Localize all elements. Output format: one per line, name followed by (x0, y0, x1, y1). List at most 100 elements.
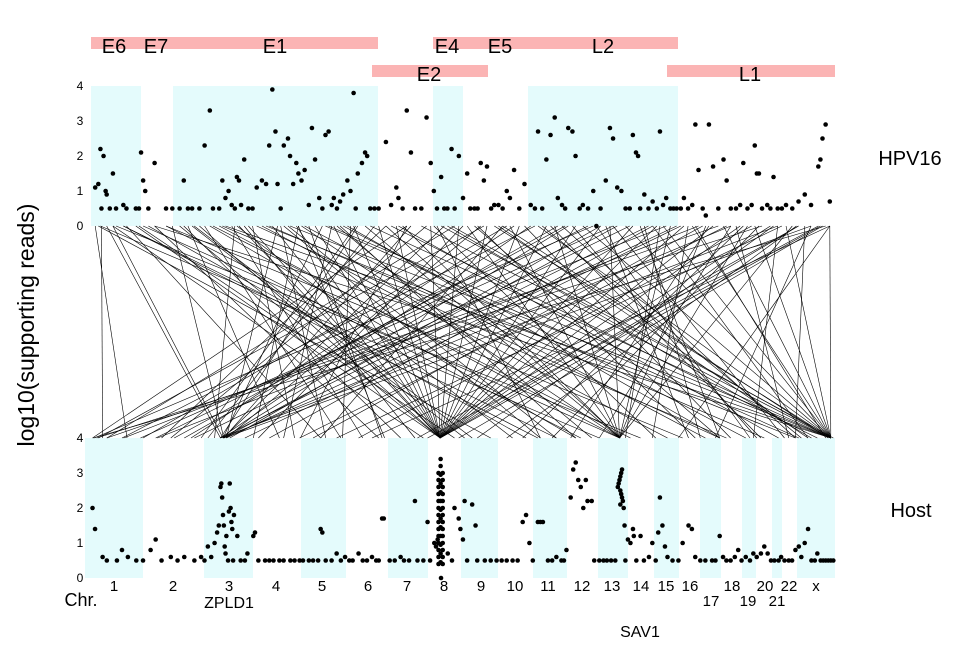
integration-link (296, 225, 441, 439)
host-point (440, 498, 446, 504)
integration-link (236, 225, 513, 439)
host-point (440, 540, 446, 546)
hpv-point (226, 188, 231, 194)
hpv-point (98, 146, 103, 152)
hpv-point (163, 206, 169, 211)
integration-link (795, 225, 806, 439)
hpv-point (345, 178, 350, 183)
hpv-point (642, 192, 647, 197)
integration-link (498, 225, 809, 439)
host-point (216, 523, 222, 528)
host-point (660, 523, 665, 528)
integration-link (619, 225, 748, 439)
host-point (438, 551, 443, 556)
host-point (561, 558, 567, 563)
integration-link (199, 225, 441, 439)
hpv-point (312, 157, 318, 162)
host-point (612, 558, 618, 563)
host-point (181, 554, 187, 560)
host-point (728, 558, 733, 563)
host-point (228, 505, 233, 511)
host-point (231, 512, 237, 518)
hpv-point (590, 188, 596, 194)
y-tick-host: 1 (77, 536, 84, 550)
hpv-point (254, 185, 260, 190)
host-point (499, 558, 504, 563)
hpv-point (181, 178, 187, 183)
host-point (608, 558, 614, 563)
hpv-point (355, 171, 361, 176)
integration-link (639, 225, 720, 439)
hpv-point (802, 192, 808, 197)
host-point (620, 498, 626, 504)
host-point (277, 558, 282, 563)
hpv-point (548, 132, 553, 138)
hpv-point (431, 188, 437, 194)
hpv-point (185, 206, 191, 211)
y-tick-hpv: 3 (77, 114, 84, 128)
hpv-point (657, 129, 663, 134)
integration-link (427, 225, 819, 439)
hpv-point (580, 202, 586, 208)
host-point (618, 502, 623, 507)
integration-link (222, 225, 731, 439)
hpv-point (598, 206, 603, 211)
host-point (831, 558, 836, 563)
y-axis-ticks: 0 0 1 1 2 2 3 3 4 4 (77, 79, 84, 585)
integration-link (207, 225, 375, 439)
integration-link (226, 225, 677, 439)
host-point (212, 540, 217, 546)
hpv-point (585, 206, 591, 211)
hpv-point (635, 153, 641, 159)
hpv-point (468, 206, 473, 211)
host-point (520, 519, 525, 525)
integration-link (100, 225, 600, 439)
integration-link (625, 225, 832, 439)
hpv-point (113, 206, 119, 211)
chr-label: 7 (403, 578, 411, 595)
host-point (440, 547, 446, 553)
hpv-point (565, 125, 571, 131)
hpv-point (246, 206, 251, 211)
chr-label: 20 (757, 578, 774, 595)
host-point (148, 547, 153, 553)
host-point (631, 533, 637, 539)
hpv-point (331, 195, 337, 201)
hpv-point (362, 150, 368, 155)
y-tick-host: 4 (77, 431, 84, 445)
host-point (793, 547, 798, 553)
hpv-point (818, 157, 823, 162)
integration-link (582, 225, 831, 439)
hpv-point (768, 206, 773, 211)
host-point (440, 505, 446, 511)
hpv-point (351, 90, 356, 96)
host-point (680, 540, 685, 546)
host-shade (772, 438, 782, 578)
hpv-point (434, 206, 440, 211)
hpv-point (764, 202, 770, 208)
host-point (318, 526, 323, 532)
host-point (591, 558, 597, 563)
hpv-point (752, 143, 758, 148)
hpv-point (511, 167, 517, 173)
host-point (412, 498, 418, 504)
hpv-point (507, 195, 513, 201)
gene-bar (463, 37, 528, 49)
integration-link (619, 225, 671, 439)
integration-link (94, 225, 594, 439)
hpv-point (189, 206, 195, 211)
integration-link (599, 225, 732, 439)
host-point (306, 558, 312, 563)
integration-link (509, 225, 620, 439)
hpv-point (488, 206, 494, 211)
host-point (438, 463, 443, 469)
host-point (90, 505, 95, 511)
host-point (765, 551, 770, 556)
integration-link (252, 225, 295, 439)
host-point (300, 558, 306, 563)
hpv-point (290, 181, 296, 187)
host-point (686, 523, 691, 528)
hpv-point (210, 206, 216, 211)
host-point (440, 512, 446, 518)
host-point (776, 558, 781, 563)
